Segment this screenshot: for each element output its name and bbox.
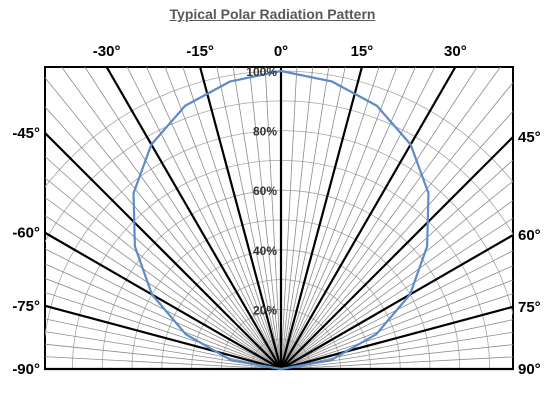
grid-spoke [146,67,282,369]
grid-spoke [45,77,282,369]
angle-tick-label: 15° [351,43,374,60]
grid-spoke [280,218,513,369]
grid-spoke [45,106,282,369]
major-spokes [44,66,514,371]
angle-tick-label: -60° [12,225,40,242]
angle-tick-label: 60° [518,227,541,244]
grid-spoke [280,111,513,369]
grid-spoke [264,67,282,369]
grid-spoke [280,319,513,369]
grid-spoke [45,318,282,369]
angle-tick-label: -30° [93,43,121,60]
angle-tick-label: -15° [186,43,214,60]
grid-spoke [182,67,282,369]
grid-spoke [280,67,314,369]
major-spoke [199,66,283,370]
grid-spoke [61,67,282,369]
major-spoke [280,66,457,370]
grid-spoke [280,265,513,369]
grid-spoke [45,356,282,369]
angle-tick-label: 90° [518,361,541,378]
grid-spoke [216,67,282,369]
grid-spoke [280,67,298,369]
angle-tick-label: 75° [518,299,541,316]
grid-spoke [45,278,282,369]
grid-spoke [280,293,513,369]
major-spoke [279,66,363,370]
major-spoke [280,305,514,371]
grid-spoke [280,279,513,369]
grid-spoke [280,67,346,369]
grid-spoke [280,67,380,369]
grid-spoke [280,67,436,369]
grid-spoke [280,356,513,369]
major-spoke [44,231,282,370]
major-spoke [44,304,282,371]
angle-tick-label: 0° [274,43,288,60]
radial-tick-label: 20% [253,303,277,317]
major-spoke [280,234,514,370]
label-layer: 20% 40% 60% 80% 100% -30° -15° 0° 15° 30° -45° -60°… [12,43,540,378]
series-layer [132,69,430,371]
major-spoke [105,66,282,370]
radial-tick-label: 60% [253,184,277,198]
grid-spoke [280,67,416,369]
angle-tick-label: 30° [444,43,467,60]
grid-spoke [280,67,478,369]
grid-spoke [280,344,513,369]
radial-tick-label: 100% [246,65,277,79]
grid-spoke [45,263,282,369]
grid-spoke [248,67,282,369]
angle-tick-label: 45° [518,129,541,146]
grid-spoke [280,180,513,369]
grid-spoke [45,156,282,369]
angle-tick-label: -45° [12,125,40,142]
grid-spoke [280,159,513,369]
major-spoke [280,136,514,370]
radial-tick-label: 40% [253,244,277,258]
grid-spoke [45,215,282,369]
grid-spoke [126,67,282,369]
grid-spoke [280,82,513,369]
grid-layer [45,67,513,369]
grid-spoke [45,291,282,369]
grid-spoke [164,67,282,369]
grid-spoke [280,67,501,369]
grid-spoke [232,67,282,369]
series-line [132,69,430,371]
angle-tick-label: -90° [12,361,40,378]
chart-title: Typical Polar Radiation Pattern [169,6,376,22]
grid-spoke [280,67,330,369]
grid-spoke [280,200,513,369]
radial-tick-label: 80% [253,125,277,139]
grid-spoke [45,177,282,369]
grid-spoke [84,67,282,369]
grid-spoke [45,197,282,369]
angle-tick-label: -75° [12,298,40,315]
grid-spoke [280,67,398,369]
major-spoke [44,132,282,370]
grid-spoke [45,343,282,369]
